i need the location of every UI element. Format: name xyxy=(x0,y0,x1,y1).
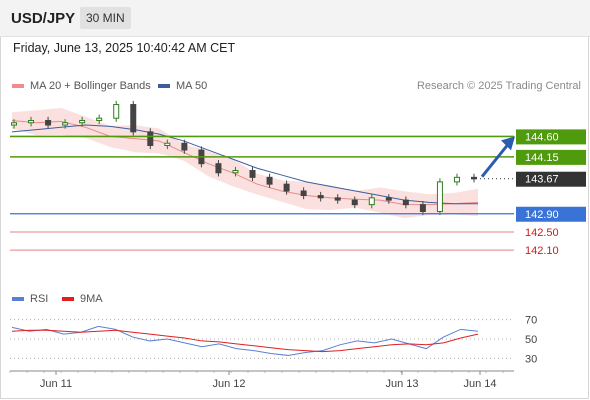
legend-ma20-label: MA 20 + Bollinger Bands xyxy=(30,80,151,92)
legend-ma50: MA 50 xyxy=(158,80,207,92)
level-tag-143.67 xyxy=(516,171,586,187)
legend-rsi-label: RSI xyxy=(30,293,49,305)
legend-rsi-swatch xyxy=(12,297,24,302)
bollinger-bands xyxy=(12,107,478,219)
candle-body xyxy=(113,104,120,119)
time-tick-label: Jun 14 xyxy=(463,378,496,390)
level-tag-142.90 xyxy=(516,206,586,222)
candle-body xyxy=(300,190,307,197)
time-tick-label: Jun 11 xyxy=(40,378,72,390)
candle-body xyxy=(266,176,273,185)
candle-body xyxy=(351,199,358,206)
time-tick-label: Jun 13 xyxy=(385,378,418,390)
level-label-142.10: 142.10 xyxy=(525,245,559,257)
legend-9ma-label: 9MA xyxy=(80,293,103,305)
candle-body xyxy=(181,142,188,151)
candle-body xyxy=(385,197,392,201)
ma50-line xyxy=(11,124,478,205)
candle-body xyxy=(232,170,239,174)
level-label-142.90: 142.90 xyxy=(525,209,559,221)
timeframe-button[interactable]: 30 MIN xyxy=(80,7,131,29)
candle-body xyxy=(419,204,426,212)
rsi-tick-50: 50 xyxy=(525,334,537,346)
legend-9ma: 9MA xyxy=(62,293,103,305)
forecast-arrow-shaft xyxy=(480,143,510,178)
legend-ma20-swatch xyxy=(12,84,24,89)
forecast-arrow-head xyxy=(501,136,515,151)
time-tick-label: Jun 12 xyxy=(212,378,245,390)
level-label-144.15: 144.15 xyxy=(525,152,559,164)
chart-header: USD/JPY 30 MIN xyxy=(0,0,590,37)
candle-body xyxy=(334,197,341,201)
legend-ma50-label: MA 50 xyxy=(176,80,208,92)
candle-body xyxy=(11,122,17,126)
level-label-144.60: 144.60 xyxy=(525,131,559,143)
legend-9ma-swatch xyxy=(62,297,74,302)
candle-body xyxy=(147,131,154,147)
level-tag-144.15 xyxy=(516,149,586,165)
candle-body xyxy=(402,199,409,206)
candle-body xyxy=(249,170,256,178)
candle-body xyxy=(436,181,443,212)
rsi-9ma-line xyxy=(11,329,479,353)
rsi-line xyxy=(11,325,479,356)
bollinger-band-area xyxy=(12,107,478,219)
legend-ma20: MA 20 + Bollinger Bands xyxy=(12,80,151,92)
legend-ma50-swatch xyxy=(158,84,170,89)
symbol-label: USD/JPY xyxy=(11,10,76,27)
candle-body xyxy=(79,119,86,124)
candle-body xyxy=(28,119,35,124)
rsi-panel: 70 50 30 xyxy=(10,315,537,365)
level-tag-144.60 xyxy=(516,129,586,145)
candles xyxy=(11,100,477,216)
candle-body xyxy=(96,117,103,121)
legend-rsi: RSI xyxy=(12,293,48,305)
candle-body xyxy=(471,176,477,180)
candle-body xyxy=(215,163,222,174)
candle-body xyxy=(164,142,171,147)
candle-body xyxy=(62,122,69,126)
candle-body xyxy=(45,119,52,126)
candle-body xyxy=(317,195,324,199)
level-label-143.67: 143.67 xyxy=(525,174,559,186)
candle-body xyxy=(283,183,290,192)
level-label-142.50: 142.50 xyxy=(525,227,559,239)
ma20-line xyxy=(11,119,479,206)
time-axis: Jun 11 Jun 12 Jun 13 Jun 14 xyxy=(9,370,514,390)
moving-averages xyxy=(11,119,479,206)
price-levels: 144.60 144.15 143.67 142.90 142.50 142.10 xyxy=(10,129,586,257)
rsi-tick-30: 30 xyxy=(525,353,537,365)
candle-body xyxy=(130,104,137,133)
candle-body xyxy=(368,197,375,206)
forecast-arrow xyxy=(480,136,515,178)
rsi-tick-70: 70 xyxy=(525,315,537,327)
candle-body xyxy=(453,176,460,183)
credit-text: Research © 2025 Trading Central xyxy=(416,80,581,92)
timestamp: Friday, June 13, 2025 10:40:42 AM CET xyxy=(13,41,236,55)
